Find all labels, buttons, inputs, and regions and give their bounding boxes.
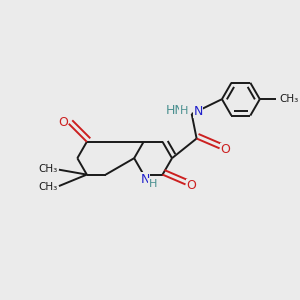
Text: N: N bbox=[140, 173, 150, 186]
Text: HN: HN bbox=[165, 104, 184, 117]
Text: H: H bbox=[180, 106, 188, 116]
Text: CH₃: CH₃ bbox=[38, 182, 58, 192]
Text: H: H bbox=[149, 178, 158, 189]
Text: O: O bbox=[58, 116, 68, 129]
Text: CH₃: CH₃ bbox=[279, 94, 298, 104]
Text: O: O bbox=[187, 179, 196, 192]
Text: CH₃: CH₃ bbox=[38, 164, 58, 174]
Text: O: O bbox=[220, 143, 230, 156]
Text: N: N bbox=[193, 105, 203, 118]
